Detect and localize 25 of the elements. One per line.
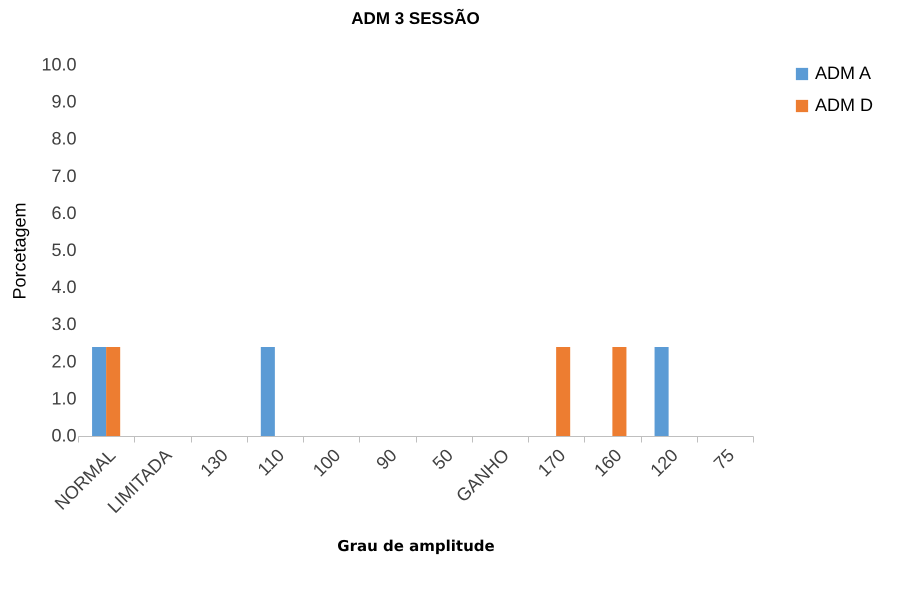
y-tick-label: 8.0 [51, 128, 76, 149]
x-tick-label: 90 [372, 445, 401, 474]
y-tick-label: 7.0 [51, 166, 76, 186]
y-tick-label: 10.0 [41, 54, 76, 74]
x-tick-label: 100 [308, 445, 344, 480]
y-tick-label: 9.0 [51, 92, 76, 112]
x-tick-label: 75 [710, 445, 738, 474]
legend-label: ADM A [815, 63, 872, 83]
x-tick-label: 50 [428, 445, 457, 474]
x-tick-label: 120 [646, 445, 682, 480]
x-tick-label: 170 [534, 445, 570, 480]
y-tick-label: 6.0 [51, 202, 76, 223]
y-tick-label: 4.0 [51, 277, 76, 298]
chart-title: ADM 3 SESSÃO [351, 8, 480, 28]
y-tick-label: 5.0 [51, 240, 76, 260]
y-axis-title: Porcetagem [9, 202, 30, 300]
y-tick-label: 0.0 [51, 426, 76, 446]
legend-label: ADM D [815, 95, 873, 115]
y-tick-label: 2.0 [51, 351, 76, 372]
y-tick-label: 3.0 [51, 314, 76, 334]
x-tick-label: 130 [196, 445, 232, 480]
x-tick-label: 160 [590, 445, 626, 480]
x-tick-label: 110 [254, 445, 288, 480]
y-tick-label: 1.0 [51, 388, 76, 408]
x-axis-title: Grau de amplitude [337, 536, 495, 555]
